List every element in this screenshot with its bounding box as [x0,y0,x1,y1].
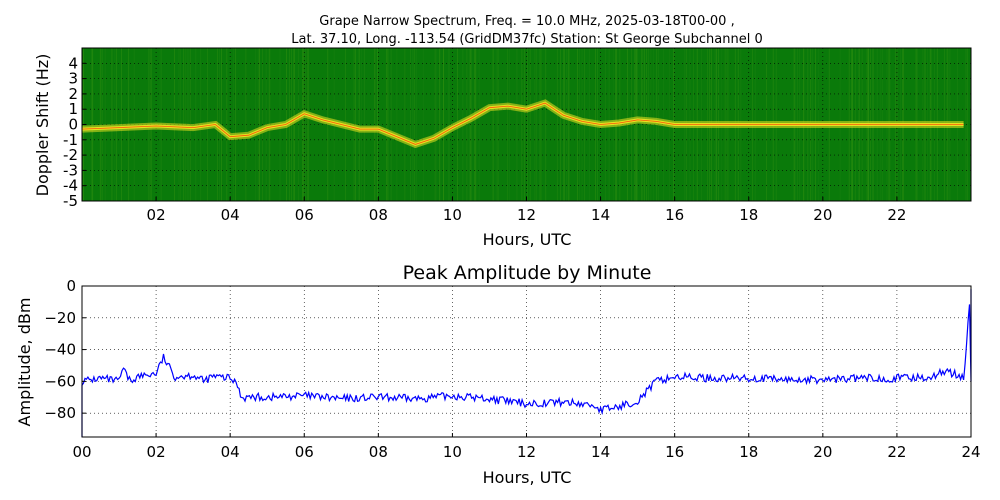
amplitude-x-tick-label: 06 [295,443,314,461]
spectrogram-plot [81,47,972,202]
spectrogram-grid [82,48,971,202]
amplitude-y-tick-label: −60 [44,372,76,390]
spectrogram-x-ticks: 02 04 06 08 10 12 14 16 18 20 22 [147,197,906,224]
amplitude-background [82,286,971,437]
amplitude-xlabel: Hours, UTC [483,468,572,487]
spectrogram-x-tick-label: 22 [887,206,906,224]
doppler-trace [81,99,964,149]
amplitude-x-tick-label: 24 [961,443,980,461]
spectrogram-x-tick-label: 12 [517,206,536,224]
amplitude-x-tick-label: 00 [72,443,91,461]
spectrogram-y-tick-label: -1 [63,131,78,149]
amplitude-series-line [81,289,972,437]
spectrogram-x-tick-label: 08 [369,206,388,224]
amplitude-title: Peak Amplitude by Minute [403,262,652,284]
spectrogram-x-tick-label: 10 [443,206,462,224]
spectrogram-y-tick-label: 3 [68,70,78,88]
spectrogram-y-tick-label: 1 [68,100,78,118]
amplitude-x-ticks: 00 02 04 06 08 10 12 14 16 18 20 22 24 [72,433,981,461]
doppler-trace-core [81,102,964,145]
spectrum-title-line2: Lat. 37.10, Long. -113.54 (GridDM37fc) S… [291,32,762,47]
amplitude-y-tick-label: −40 [44,341,76,359]
spectrogram-x-tick-label: 18 [739,206,758,224]
spectrogram-x-tick-label: 06 [295,206,314,224]
spectrogram-y-tick-label: -4 [63,177,78,195]
amplitude-x-tick-label: 20 [813,443,832,461]
amplitude-x-tick-label: 14 [591,443,610,461]
amplitude-y-tick-label: −80 [44,404,76,422]
amplitude-y-tick-label: 0 [66,277,76,295]
spectrogram-x-tick-label: 02 [147,206,166,224]
amplitude-x-tick-label: 12 [517,443,536,461]
spectrogram-xlabel: Hours, UTC [483,230,572,249]
amplitude-y-ticks: 0 −20 −40 −60 −80 [44,277,86,422]
amplitude-plot [81,285,972,438]
amplitude-x-tick-label: 08 [369,443,388,461]
amplitude-y-tick-label: −20 [44,309,76,327]
amplitude-x-tick-label: 18 [739,443,758,461]
spectrogram-y-tick-label: 0 [68,116,78,134]
spectrogram-y-tick-label: -5 [63,192,78,210]
amplitude-x-tick-label: 02 [147,443,166,461]
amplitude-ylabel: Amplitude, dBm [15,298,34,427]
spectrum-title-line1: Grape Narrow Spectrum, Freq. = 10.0 MHz,… [319,14,734,29]
spectrogram-y-tick-label: -3 [63,161,78,179]
amplitude-x-tick-label: 04 [221,443,240,461]
spectrogram-y-tick-label: 4 [68,54,78,72]
spectrogram-x-tick-label: 04 [221,206,240,224]
amplitude-x-tick-label: 10 [443,443,462,461]
amplitude-x-tick-label: 16 [665,443,684,461]
spectrogram-y-tick-label: -2 [63,146,78,164]
spectrogram-y-tick-label: 2 [68,85,78,103]
spectrogram-x-tick-label: 14 [591,206,610,224]
spectrogram-ylabel: Doppler Shift (Hz) [33,54,52,197]
spectrogram-x-tick-label: 16 [665,206,684,224]
spectrogram-x-tick-label: 20 [813,206,832,224]
amplitude-x-tick-label: 22 [887,443,906,461]
